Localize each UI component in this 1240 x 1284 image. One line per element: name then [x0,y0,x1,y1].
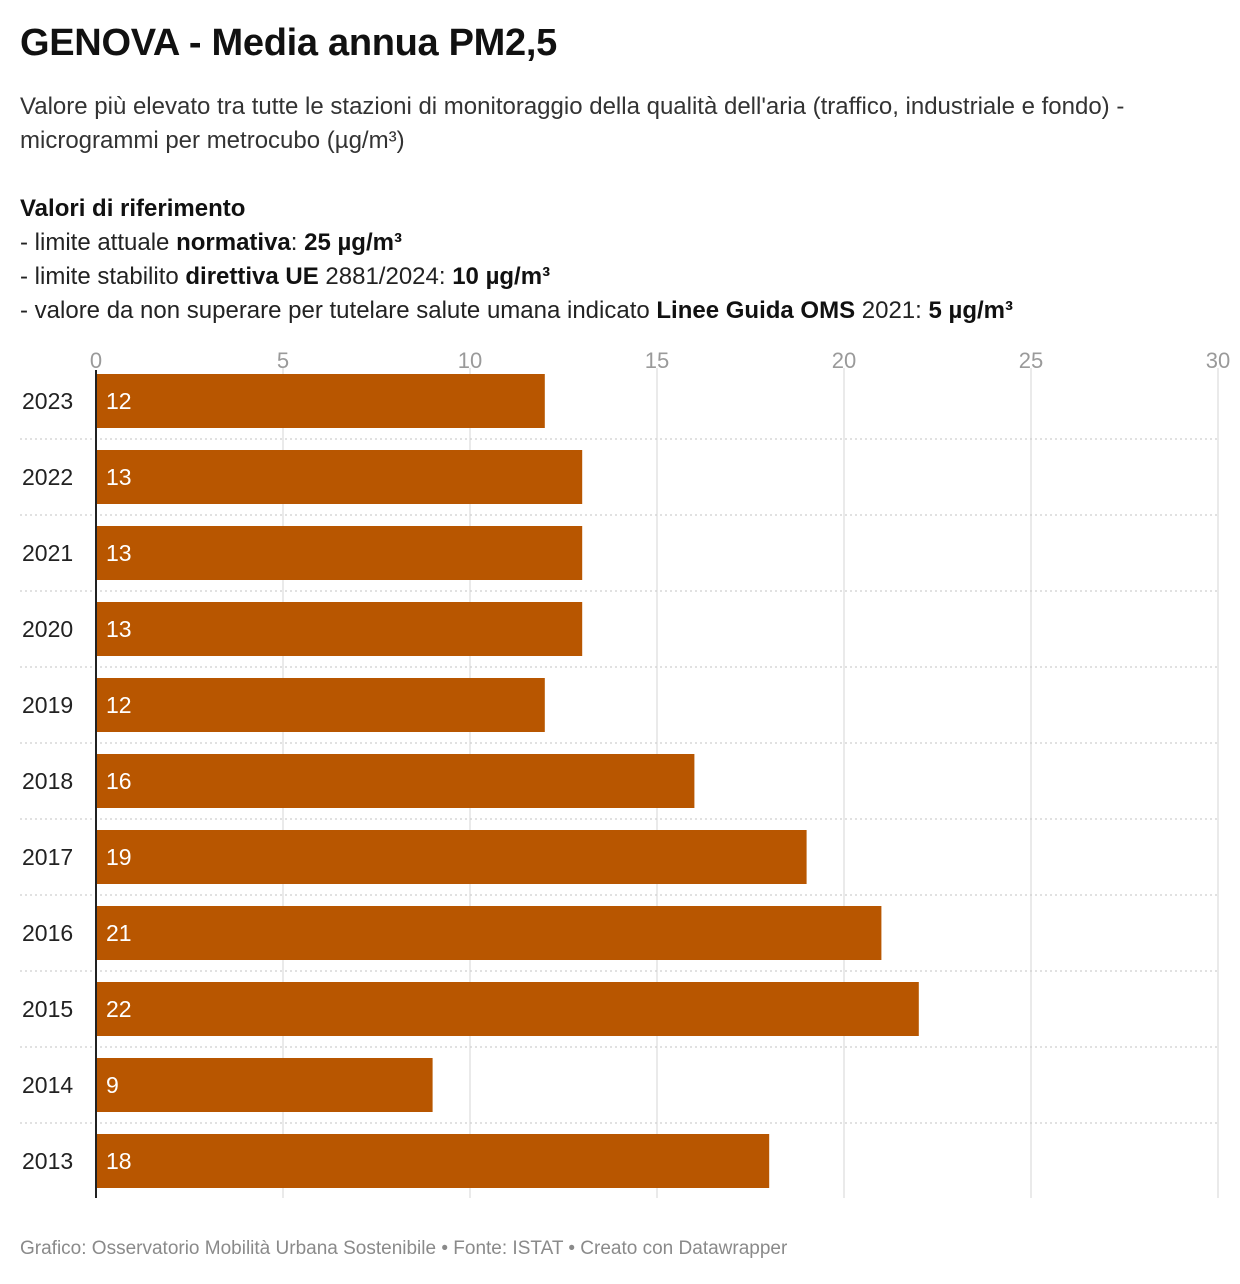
bar-chart: 0 5 10 15 20 25 30 2023 12 2022 13 2021 13 2020 13 2019… [20,348,1230,1198]
value-label-2015: 22 [106,996,132,1022]
x-tick-label-20: 20 [832,348,856,373]
category-label-2016: 2016 [22,920,73,946]
ref3-value: 5 µg/m³ [928,297,1014,324]
category-label-2023: 2023 [22,388,73,414]
reference-heading: Valori di riferimento [20,195,246,222]
value-label-2013: 18 [106,1148,132,1174]
category-label-2022: 2022 [22,464,73,490]
ref2-bold: direttiva UE [185,263,319,290]
ref2-prefix: - limite stabilito [20,263,186,290]
value-label-2021: 13 [106,540,132,566]
category-label-2021: 2021 [22,540,73,566]
category-label-2018: 2018 [22,768,73,794]
bar-2020 [96,602,583,656]
ref3-bold: Linee Guida OMS [656,297,856,324]
x-tick-label-30: 30 [1206,348,1230,373]
chart-subtitle: Valore più elevato tra tutte le stazioni… [20,93,1125,154]
x-tick-label-25: 25 [1019,348,1043,373]
value-label-2023: 12 [106,388,132,414]
reference-line-normativa: - limite attuale normativa: 25 µg/m³ [20,226,1230,260]
value-label-2019: 12 [106,692,132,718]
value-label-2017: 19 [106,844,132,870]
x-tick-label-0: 0 [90,348,102,373]
bar-2013 [96,1134,770,1188]
reference-line-direttiva: - limite stabilito direttiva UE 2881/202… [20,260,1230,294]
value-label-2014: 9 [106,1072,119,1098]
value-label-2016: 21 [106,920,132,946]
ref1-mid: : [290,229,305,256]
bar-2015 [96,982,919,1036]
value-label-2022: 13 [106,464,132,490]
ref2-mid: 2881/2024: [318,263,453,290]
bar-2021 [96,526,583,580]
bar-2018 [96,754,695,808]
category-label-2013: 2013 [22,1148,73,1174]
ref3-prefix: - valore da non superare per tutelare sa… [20,297,657,324]
chart-footer: Grafico: Osservatorio Mobilità Urbana So… [20,1238,788,1259]
bar-2017 [96,830,807,884]
x-tick-label-10: 10 [458,348,482,373]
ref2-value: 10 µg/m³ [452,263,551,290]
bar-2023 [96,374,545,428]
ref1-value: 25 µg/m³ [304,229,402,256]
bar-2019 [96,678,545,732]
bar-2016 [96,906,882,960]
ref1-prefix: - limite attuale [20,229,177,256]
reference-values: Valori di riferimento - limite attuale n… [20,192,1230,328]
category-label-2019: 2019 [22,692,73,718]
chart-title: GENOVA - Media annua PM2,5 [20,22,557,64]
value-label-2020: 13 [106,616,132,642]
category-label-2017: 2017 [22,844,73,870]
bar-2014 [96,1058,433,1112]
bar-2022 [96,450,583,504]
category-label-2020: 2020 [22,616,73,642]
x-tick-label-5: 5 [277,348,289,373]
x-tick-label-15: 15 [645,348,669,373]
category-label-2015: 2015 [22,996,73,1022]
category-label-2014: 2014 [22,1072,73,1098]
value-label-2018: 16 [106,768,132,794]
ref1-bold: normativa [176,229,291,256]
reference-line-oms: - valore da non superare per tutelare sa… [20,294,1230,328]
ref3-mid: 2021: [855,297,929,324]
